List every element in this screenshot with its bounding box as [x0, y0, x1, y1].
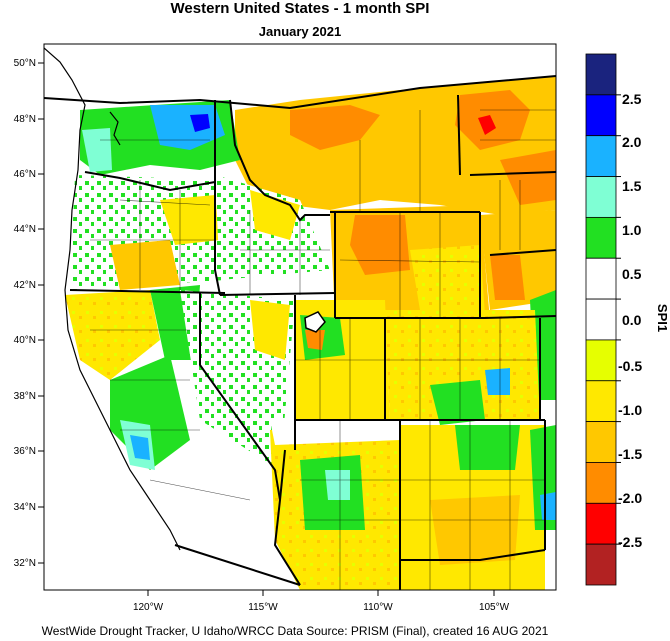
longitude-axis [147, 590, 495, 596]
colorbar-swatch [585, 462, 617, 504]
lat-label: 50°N [14, 58, 36, 69]
lat-label: 38°N [14, 391, 36, 402]
canada-border [44, 75, 556, 110]
spi-region-wyoming-yellow [410, 245, 485, 315]
latitude-labels: 50°N 48°N 46°N 44°N 42°N 40°N 38°N 36°N … [14, 58, 36, 569]
spi-region-california-yellow [65, 290, 160, 380]
colorbar-label: 2.0 [622, 134, 642, 150]
colorbar-swatch [585, 94, 617, 137]
colorbar-swatch [585, 339, 617, 382]
us-mexico-border [174, 544, 301, 586]
lat-label: 40°N [14, 335, 36, 346]
spi-region-arizona-wet [325, 470, 350, 500]
spi-region-arizona-white [270, 420, 400, 445]
spi-region-montana-very-dry-2 [455, 90, 530, 150]
spi-region-newmexico-green [455, 425, 520, 470]
lat-label: 32°N [14, 558, 36, 569]
spi-region-utah-very-dry [305, 330, 325, 350]
colorbar-label: -2.0 [618, 490, 642, 506]
colorbar-label: -2.5 [618, 534, 642, 550]
spi-region-texas-wet [540, 492, 556, 520]
coastline [44, 47, 181, 551]
az-west-border [273, 449, 301, 586]
spi-region-newmexico-orange [430, 495, 520, 565]
spi-region-wyoming-very-dry [350, 215, 410, 275]
ks-border [484, 315, 556, 319]
spi-region-colorado-wet [485, 368, 510, 395]
lat-label: 44°N [14, 224, 36, 235]
spi-region-washington-coast [82, 128, 112, 172]
colorbar-swatch [585, 543, 617, 586]
id-mt-border [229, 99, 330, 222]
map-frame [43, 43, 557, 591]
county-boundaries [90, 109, 556, 590]
lat-label: 36°N [14, 446, 36, 457]
colorbar-label: 1.0 [622, 222, 642, 238]
colorbar-title: SPI1 [655, 304, 670, 332]
nd-sd-border [457, 94, 461, 176]
ne-border [489, 249, 556, 256]
lon-label: 105°W [479, 602, 510, 613]
colorbar [585, 53, 621, 586]
colorbar-label: -1.5 [618, 446, 642, 462]
spi-region-nebraska-very-dry [490, 255, 525, 300]
state-boundaries [44, 75, 556, 590]
map-title: Western United States - 1 month SPI [170, 0, 430, 17]
lon-label: 110°W [363, 602, 393, 613]
colorbar-swatch [585, 135, 617, 177]
id-west-border [214, 100, 221, 296]
colorbar-label: 2.5 [622, 91, 642, 107]
spi-region-montana-very-dry [290, 105, 380, 150]
spi-region-montana-extreme [478, 115, 496, 135]
great-salt-lake [304, 311, 326, 333]
lat-label: 42°N [14, 280, 36, 291]
colorbar-swatch [585, 53, 617, 96]
longitude-labels: 120°W 115°W 110°W 105°W [133, 602, 510, 613]
colorbar-swatch [585, 257, 617, 300]
lon-label: 120°W [133, 602, 164, 613]
nm-south-border [400, 549, 546, 561]
ca-nv-diag [199, 293, 281, 501]
latitude-axis [38, 62, 44, 564]
sd-ne-border [469, 171, 556, 176]
or-ca-border [69, 289, 226, 294]
spi-region-colorado-green [430, 380, 485, 425]
colorbar-swatch [585, 216, 617, 259]
colorbar-label: 0.0 [622, 312, 642, 328]
spi-region-nevada-yellow [250, 300, 290, 360]
lat-label: 46°N [14, 169, 36, 180]
spi-region-oregon-dry [110, 240, 180, 290]
colorbar-label: 0.5 [622, 266, 642, 282]
colorbar-label: 1.5 [622, 178, 642, 194]
colorbar-labels: 2.5 2.0 1.5 1.0 0.5 0.0 -0.5 -1.0 -1.5 -… [618, 91, 642, 550]
footer-credit: WestWide Drought Tracker, U Idaho/WRCC D… [41, 624, 549, 638]
lat-label: 34°N [14, 502, 36, 513]
lon-label: 115°W [248, 602, 278, 613]
spi-region-washington-core [190, 114, 210, 132]
colorbar-swatch [585, 176, 617, 218]
colorbar-swatch [585, 421, 617, 463]
colorbar-swatch [585, 502, 617, 545]
id-south-border [219, 292, 336, 296]
colorbar-swatch [585, 298, 617, 341]
spi-region-oregon-yellow [160, 195, 220, 245]
spi-region-dakota-dry [500, 150, 556, 205]
colorbar-label: -1.0 [618, 402, 642, 418]
colorbar-label: -0.5 [618, 358, 642, 374]
wa-or-border [84, 171, 216, 192]
spi-region-california-very-wet [130, 435, 150, 460]
colorbar-swatch [585, 380, 617, 423]
spi-region-idaho-dry [250, 190, 300, 240]
lat-label: 48°N [14, 114, 36, 125]
map-subtitle: January 2021 [258, 24, 342, 39]
